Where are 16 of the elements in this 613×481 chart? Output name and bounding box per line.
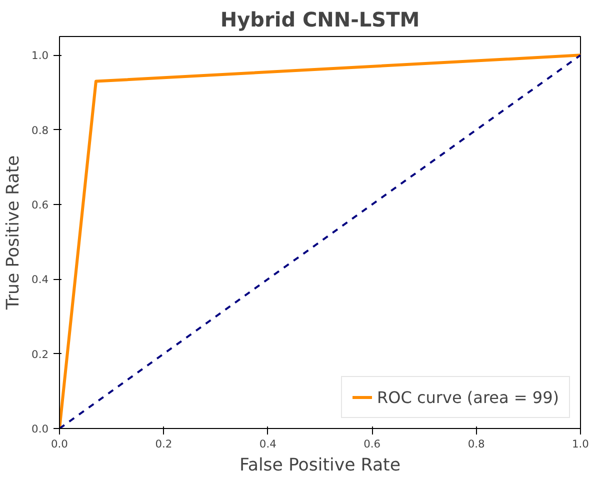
x-tick-label: 1.0 [572,438,590,450]
x-tick-label: 0.6 [364,438,381,450]
y-tick-label: 0.6 [32,198,49,212]
y-tick-label: 1.0 [32,49,49,62]
y-tick-label: 0.4 [32,273,49,286]
x-tick-label: 0.2 [155,438,172,450]
x-tick-label: 0.4 [259,438,277,450]
y-tick-label: 0.8 [32,124,49,137]
legend-label: ROC curve (area = 99) [377,388,559,406]
y-tick-label: 0.0 [32,422,49,436]
y-tick-label: 0.2 [32,348,49,361]
x-axis-title: False Positive Rate [239,456,401,476]
y-axis-title: True Positive Rate [4,155,24,311]
chart-title: Hybrid CNN-LSTM [220,8,420,32]
x-tick-label: 0.0 [51,438,68,450]
x-tick-label: 0.8 [468,438,485,450]
